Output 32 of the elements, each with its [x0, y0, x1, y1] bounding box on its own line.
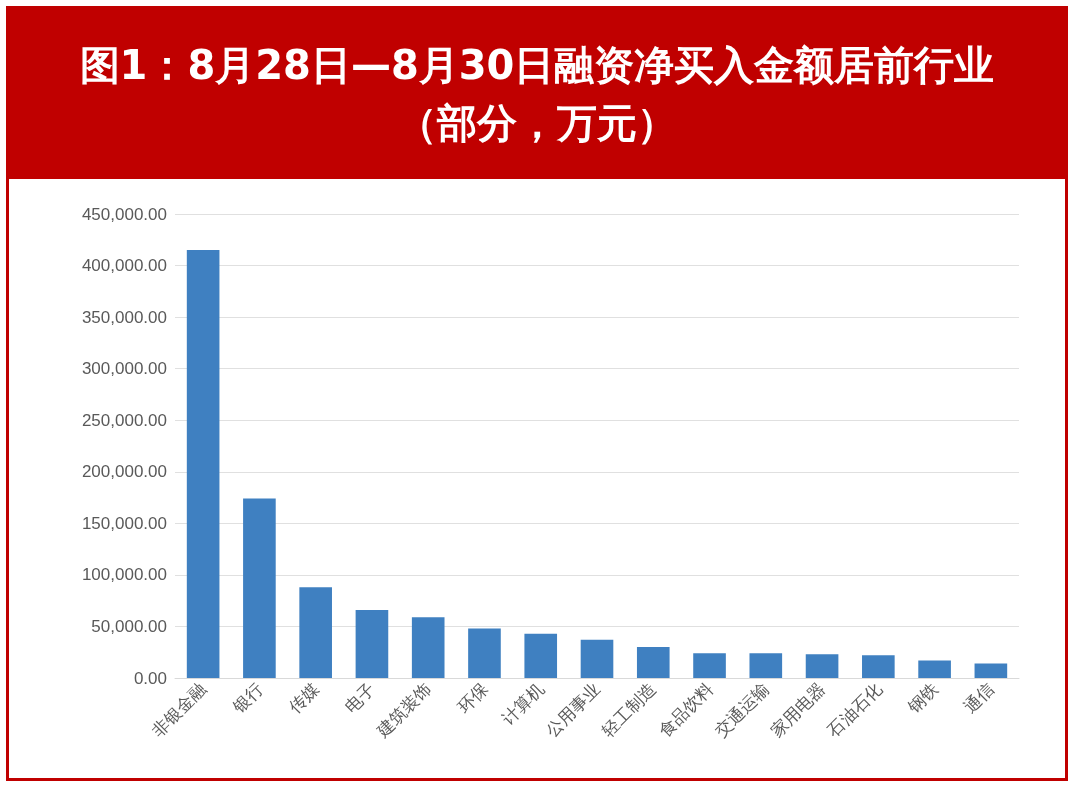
- y-tick-label: 300,000.00: [81, 359, 167, 379]
- x-tick-label: 计算机: [497, 678, 548, 730]
- bar: [636, 647, 670, 678]
- bar: [749, 653, 783, 678]
- bar: [693, 653, 726, 678]
- x-tick-label: 环保: [453, 678, 492, 718]
- y-tick-label: 150,000.00: [81, 513, 167, 533]
- bar: [243, 498, 276, 678]
- bar: [524, 633, 558, 678]
- bar: [805, 654, 839, 678]
- x-tick-label: 银行: [227, 678, 267, 718]
- y-tick-label: 200,000.00: [81, 462, 167, 482]
- x-tick-label: 钢铁: [902, 678, 942, 718]
- bar: [411, 617, 445, 678]
- y-tick-label: 450,000.00: [81, 204, 167, 224]
- bar: [974, 663, 1008, 678]
- y-tick-label: 250,000.00: [81, 410, 167, 430]
- x-tick-label: 传媒: [284, 678, 323, 718]
- bar: [186, 250, 220, 678]
- y-tick-label: 50,000.00: [91, 616, 167, 636]
- y-tick-label: 400,000.00: [81, 256, 167, 276]
- chart-title: 图1：8月28日—8月30日融资净买入金额居前行业（部分，万元）: [9, 9, 1065, 179]
- y-tick-label: 100,000.00: [81, 565, 167, 585]
- bar: [580, 639, 614, 678]
- bar: [299, 587, 332, 678]
- bar: [862, 655, 895, 678]
- x-tick-label: 通信: [959, 678, 998, 718]
- bar: [355, 609, 389, 678]
- y-tick-label: 350,000.00: [81, 307, 167, 327]
- y-tick-label: 0.00: [133, 668, 167, 688]
- bar: [468, 628, 501, 678]
- bar: [918, 660, 951, 678]
